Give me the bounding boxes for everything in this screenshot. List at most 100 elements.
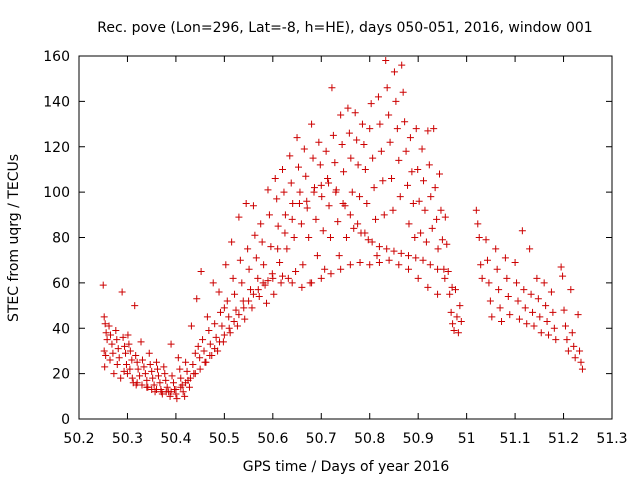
data-point [174, 354, 182, 362]
data-point [375, 243, 383, 251]
data-point [209, 279, 217, 287]
data-point [396, 193, 404, 201]
data-point [183, 367, 191, 375]
data-point [106, 331, 114, 339]
data-point [321, 265, 329, 273]
data-point [177, 383, 185, 391]
data-point [137, 338, 145, 346]
data-point [495, 286, 503, 294]
data-point [319, 227, 327, 235]
data-point [279, 272, 287, 280]
data-point [298, 283, 306, 291]
data-point [354, 161, 362, 169]
x-tick-label: 50.9 [403, 431, 434, 447]
data-point [353, 136, 361, 144]
data-point [288, 279, 296, 287]
data-point [102, 351, 110, 359]
data-point [526, 245, 534, 253]
data-point [216, 338, 224, 346]
data-point [482, 236, 490, 244]
data-point [225, 313, 233, 321]
x-tick-label: 50.3 [112, 431, 143, 447]
data-point [143, 383, 151, 391]
data-point [123, 370, 131, 378]
data-point [488, 313, 496, 321]
data-point [242, 199, 250, 207]
data-point [340, 168, 348, 176]
data-point [140, 363, 148, 371]
data-point [168, 372, 176, 380]
data-point [146, 361, 154, 369]
data-point [316, 161, 324, 169]
x-tick-label: 50.8 [354, 431, 385, 447]
data-point [335, 252, 343, 260]
data-point [259, 279, 267, 287]
data-point [294, 163, 302, 171]
data-point [545, 331, 553, 339]
data-point [280, 188, 288, 196]
data-point [564, 347, 572, 355]
data-points [99, 57, 586, 403]
data-point [254, 286, 262, 294]
data-point [398, 61, 406, 69]
data-point [122, 349, 130, 357]
data-point [113, 361, 121, 369]
data-point [247, 286, 255, 294]
data-point [308, 279, 316, 287]
data-point [310, 188, 318, 196]
data-point [233, 322, 241, 330]
data-point [483, 256, 491, 264]
chart-title: Rec. pove (Lon=296, Lat=-8, h=HE), days … [97, 20, 592, 36]
data-point [254, 274, 262, 282]
data-point [537, 329, 545, 337]
data-point [241, 315, 249, 323]
data-point [218, 322, 226, 330]
y-tick-label: 40 [52, 321, 70, 337]
data-point [574, 311, 582, 319]
data-point [325, 179, 333, 187]
data-point [265, 211, 273, 219]
data-point [162, 376, 170, 384]
data-point [513, 279, 521, 287]
data-point [351, 109, 359, 117]
y-tick-label: 0 [61, 412, 70, 428]
data-point [498, 317, 506, 325]
data-point [185, 383, 193, 391]
data-point [114, 345, 122, 353]
data-point [449, 320, 457, 328]
data-point [121, 342, 129, 350]
data-point [113, 336, 121, 344]
data-point [446, 290, 454, 298]
data-point [392, 97, 400, 105]
data-point [302, 172, 310, 180]
x-tick-label: 50.6 [257, 431, 288, 447]
data-point [520, 286, 528, 294]
data-point [390, 247, 398, 255]
data-point [358, 120, 366, 128]
data-point [454, 329, 462, 337]
data-point [132, 351, 140, 359]
data-point [308, 120, 316, 128]
data-point [377, 147, 385, 155]
data-point [536, 313, 544, 321]
y-tick-label: 20 [52, 367, 70, 383]
data-point [493, 265, 501, 273]
data-point [300, 145, 308, 153]
data-point [383, 245, 391, 253]
data-point [386, 138, 394, 146]
data-point [248, 304, 256, 312]
data-point [281, 229, 289, 237]
data-point [177, 374, 185, 382]
data-point [561, 322, 569, 330]
data-point [220, 304, 228, 312]
data-point [414, 165, 422, 173]
data-point [533, 274, 541, 282]
data-point [434, 265, 442, 273]
data-point [182, 379, 190, 387]
data-point [501, 254, 509, 262]
data-point [515, 315, 523, 323]
data-point [182, 358, 190, 366]
data-point [404, 252, 412, 260]
data-point [418, 145, 426, 153]
data-point [145, 349, 153, 357]
